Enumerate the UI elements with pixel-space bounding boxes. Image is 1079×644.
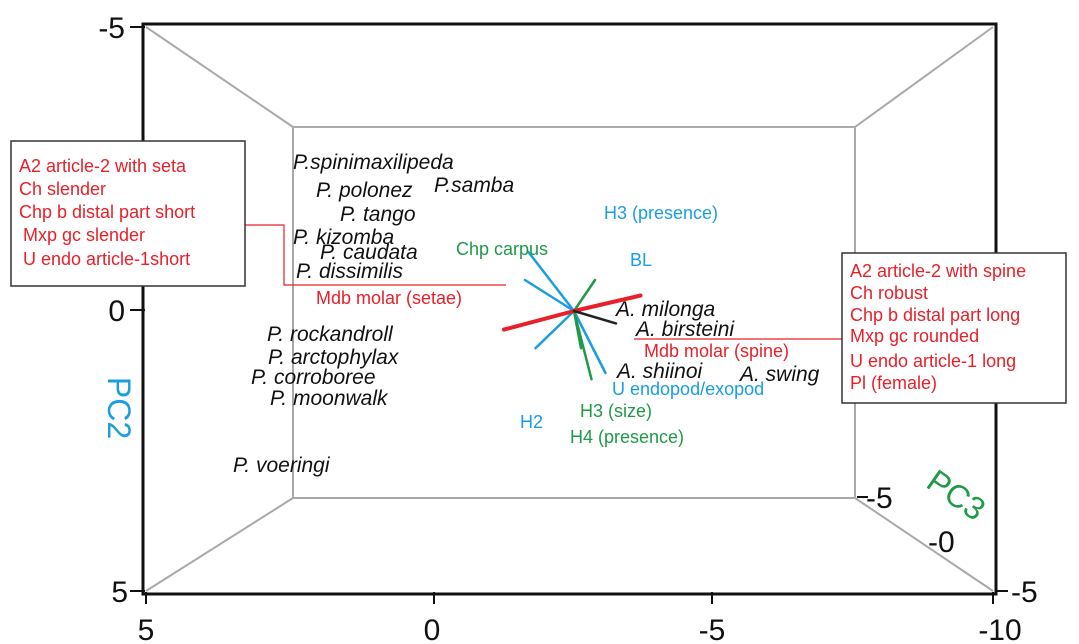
- loading-vector: [572, 309, 607, 375]
- pc2-tick-label: -5: [98, 12, 125, 45]
- frame-edge-tl: [145, 26, 294, 128]
- frame-edge-bl: [145, 497, 294, 592]
- pc1-tick-label: 5: [138, 614, 155, 644]
- species-label: P. arctophylax: [268, 346, 400, 369]
- frame-edge-tr: [854, 26, 994, 128]
- vector-label: Mdb molar (setae): [316, 288, 462, 308]
- pc1-tick-label: 0: [424, 614, 441, 644]
- pc3-tick-label: -5: [866, 482, 893, 515]
- trait-line: Chp b distal part long: [850, 305, 1020, 325]
- species-label: P. polonez: [316, 179, 413, 202]
- species-label: P. voeringi: [233, 454, 331, 477]
- loading-vector: [572, 278, 597, 313]
- trait-line: Mxp gc rounded: [850, 326, 979, 346]
- species-label: P. kizomba: [293, 226, 394, 249]
- right-trait-box: A2 article-2 with spine Ch robust Chp b …: [841, 252, 1067, 404]
- trait-line: U endo article-1 long: [850, 351, 1016, 371]
- species-label: P. dissimilis: [296, 260, 403, 283]
- box-connectors: [234, 224, 843, 340]
- right-trait-box-frame: [841, 252, 1067, 404]
- pc2-axis: -5 0 5 PC2: [98, 12, 145, 609]
- loading-vector: [502, 309, 576, 332]
- species-label: P.samba: [434, 174, 514, 197]
- trait-line: Ch slender: [19, 179, 106, 199]
- loading-vector: [527, 250, 576, 313]
- trait-line: Chp b distal part short: [19, 202, 195, 222]
- vector-label: BL: [630, 250, 652, 270]
- vector-label: Mdb molar (spine): [644, 341, 789, 361]
- pc2-axis-label: PC2: [101, 377, 137, 439]
- pc1-tick-label: -10: [978, 614, 1021, 644]
- species-label: A. milonga: [614, 298, 715, 321]
- pc3-tick-label: -0: [928, 526, 955, 559]
- vector-label: H4 (presence): [570, 427, 684, 447]
- frame-edge-br: [854, 497, 994, 592]
- species-label: P.spinimaxilipeda: [293, 151, 454, 174]
- loading-vector: [523, 278, 576, 313]
- pc2-tick-label: 0: [108, 295, 125, 328]
- species-label: A. birsteini: [634, 318, 735, 341]
- pc3-tick-label: -5: [1011, 576, 1038, 609]
- loading-vectors: [502, 250, 643, 381]
- species-labels: P.spinimaxilipeda P.samba P. polonez P. …: [233, 151, 820, 477]
- trait-line: Pl (female): [850, 373, 937, 393]
- vector-label: Chp carpus: [456, 239, 548, 259]
- loading-vector: [572, 293, 643, 313]
- species-label: A. shiinoi: [615, 360, 704, 383]
- loading-vector: [572, 309, 583, 350]
- left-trait-box-frame: [10, 140, 246, 287]
- trait-line: A2 article-2 with spine: [850, 261, 1026, 281]
- pc1-axis: 5 0 -5 -10: [138, 592, 1022, 644]
- vector-label: U endopod/exopod: [612, 379, 764, 399]
- species-label: P. tango: [340, 203, 416, 226]
- species-label: P. rockandroll: [267, 323, 394, 346]
- species-label: P. corroboree: [251, 366, 376, 389]
- loading-vector: [534, 309, 576, 350]
- vector-label: H3 (presence): [604, 203, 718, 223]
- species-label: A. swing: [738, 363, 820, 386]
- pc3-axis-label: PC3: [920, 462, 992, 527]
- trait-line: U endo article-1short: [23, 249, 190, 269]
- loading-vector: [572, 309, 618, 325]
- left-trait-box: A2 article-2 with seta Ch slender Chp b …: [10, 140, 246, 287]
- vector-labels: H3 (presence) BL Chp carpus U endopod/ex…: [316, 203, 789, 447]
- pc1-tick-label: -5: [699, 614, 726, 644]
- pc2-tick-label: 5: [111, 576, 128, 609]
- trait-line: Ch robust: [850, 283, 928, 303]
- pc3-axis: -5 -0 -5 PC3: [857, 462, 1038, 609]
- vector-label: H2: [520, 412, 543, 432]
- species-label: P. moonwalk: [270, 387, 389, 410]
- trait-line: A2 article-2 with seta: [19, 156, 187, 176]
- trait-line: Mxp gc slender: [23, 225, 145, 245]
- left-box-connector: [234, 224, 506, 286]
- vector-label: H3 (size): [580, 401, 652, 421]
- species-label: P. caudata: [320, 241, 418, 264]
